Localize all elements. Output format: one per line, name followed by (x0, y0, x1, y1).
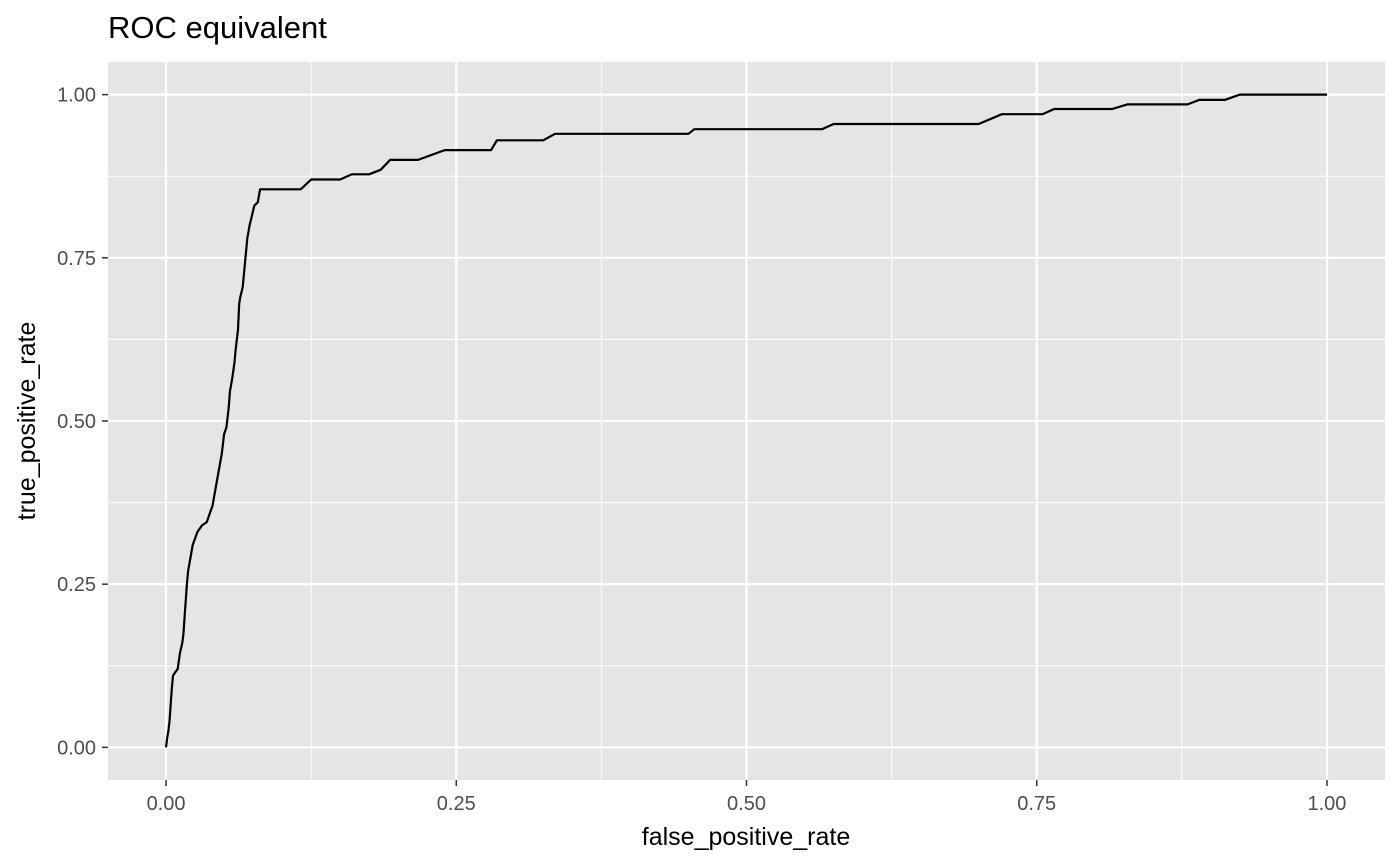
x-tick-label: 1.00 (1307, 793, 1346, 815)
x-tick-label: 0.75 (1017, 793, 1056, 815)
x-axis-title: false_positive_rate (642, 823, 850, 851)
y-tick-label: 0.00 (57, 737, 96, 759)
y-tick-label: 0.50 (57, 411, 96, 433)
y-axis-title: true_positive_rate (13, 322, 41, 521)
y-tick-label: 1.00 (57, 85, 96, 107)
x-axis-ticks: 0.00 0.25 0.50 0.75 1.00 (147, 780, 1346, 815)
x-tick-label: 0.50 (727, 793, 766, 815)
y-tick-label: 0.75 (57, 248, 96, 270)
y-axis-ticks: 0.00 0.25 0.50 0.75 1.00 (57, 85, 108, 759)
x-tick-label: 0.00 (147, 793, 186, 815)
roc-curve-line (164, 93, 1327, 748)
chart-title: ROC equivalent (108, 10, 327, 45)
major-gridlines (108, 62, 1385, 780)
x-tick-label: 0.25 (437, 793, 476, 815)
y-tick-label: 0.25 (57, 574, 96, 596)
